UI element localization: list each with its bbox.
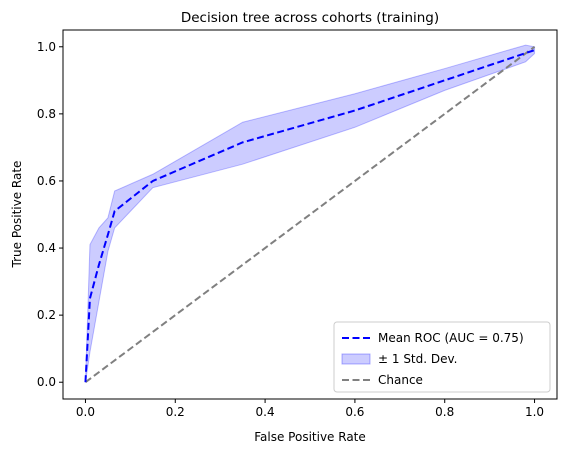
x-tick-label: 1.0 bbox=[525, 405, 544, 419]
legend-label: Chance bbox=[378, 373, 423, 387]
y-tick-label: 0.0 bbox=[37, 375, 56, 389]
plot-frame bbox=[62, 29, 558, 400]
legend-swatch-band bbox=[341, 353, 371, 365]
y-tick-label: 0.2 bbox=[37, 308, 56, 322]
legend-box bbox=[333, 321, 551, 393]
legend-label: Mean ROC (AUC = 0.75) bbox=[378, 331, 524, 345]
y-tick-label: 0.6 bbox=[37, 174, 56, 188]
x-tick-label: 0.4 bbox=[256, 405, 275, 419]
x-tick-label: 0.8 bbox=[435, 405, 454, 419]
x-axis-label: False Positive Rate bbox=[254, 430, 366, 444]
x-tick-label: 0.0 bbox=[76, 405, 95, 419]
y-axis-label: True Positive Rate bbox=[10, 161, 24, 269]
std-dev-band bbox=[84, 44, 536, 383]
chart-title: Decision tree across cohorts (training) bbox=[181, 10, 439, 26]
legend: Mean ROC (AUC = 0.75) ± 1 Std. Dev. Chance bbox=[333, 321, 551, 393]
legend-label: ± 1 Std. Dev. bbox=[378, 352, 458, 366]
y-tick-label: 0.8 bbox=[37, 107, 56, 121]
chance-line bbox=[84, 45, 536, 384]
y-tick-label: 0.4 bbox=[37, 241, 56, 255]
x-tick-label: 0.6 bbox=[345, 405, 364, 419]
mean-roc-auc-0-75-line bbox=[84, 49, 535, 383]
y-tick-label: 1.0 bbox=[37, 40, 56, 54]
x-tick-label: 0.2 bbox=[166, 405, 185, 419]
